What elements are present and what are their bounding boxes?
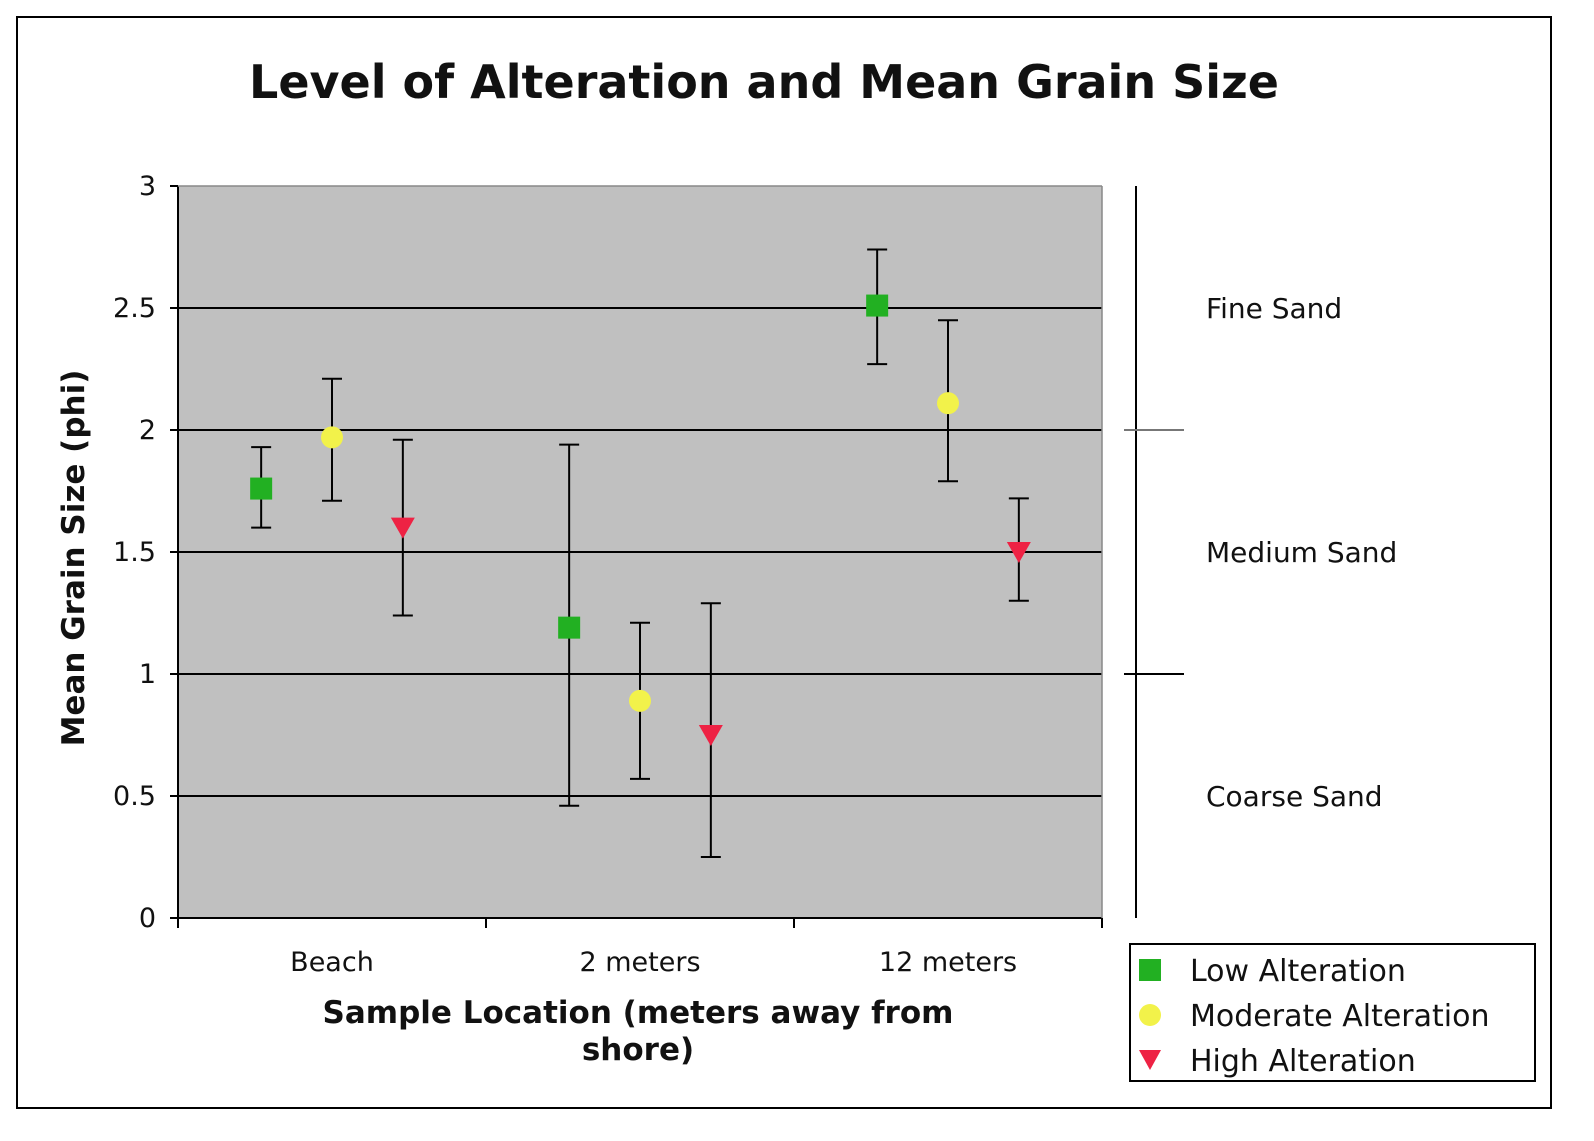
point-moderate-alteration	[937, 392, 959, 415]
x-tick-labels: Beach 2 meters 12 meters	[290, 947, 1017, 978]
x-tick-label: 12 meters	[879, 947, 1017, 978]
legend-box	[1129, 943, 1536, 1082]
chart-title: Level of Alteration and Mean Grain Size	[249, 55, 1279, 109]
y-tick-labels: 0 0.5 1 1.5 2 2.5 3	[113, 171, 156, 934]
y-tick-label: 1.5	[113, 537, 156, 568]
grain-class-label: Fine Sand	[1206, 292, 1342, 325]
x-tick-label: 2 meters	[579, 947, 700, 978]
point-low-alteration	[558, 616, 581, 639]
point-high-alteration	[698, 725, 723, 746]
y-tick-label: 2	[139, 415, 156, 446]
x-axis-title-line-1: Sample Location (meters away from	[323, 995, 954, 1031]
y-axis-title: Mean Grain Size (phi)	[56, 370, 92, 747]
grain-size-scale: Fine Sand Medium Sand Coarse Sand	[1124, 186, 1397, 918]
point-moderate-alteration	[629, 689, 651, 712]
point-low-alteration	[866, 294, 889, 317]
grain-class-label: Medium Sand	[1206, 536, 1397, 569]
x-tick-label: Beach	[290, 947, 374, 978]
legend-label: High Alteration	[1190, 1044, 1416, 1079]
point-low-alteration	[250, 477, 273, 500]
legend-label: Low Alteration	[1190, 954, 1406, 989]
point-high-alteration	[1006, 542, 1031, 563]
data-points	[250, 294, 1031, 746]
y-tick-label: 3	[139, 171, 156, 202]
grain-class-label: Coarse Sand	[1206, 780, 1383, 813]
y-tick-label: 0	[139, 903, 156, 934]
legend-marker-high	[1139, 1050, 1161, 1070]
y-tick-label: 0.5	[113, 781, 156, 812]
legend: Low Alteration Moderate Alteration High Al…	[1139, 954, 1489, 1079]
legend-label: Moderate Alteration	[1190, 999, 1489, 1034]
axes	[170, 185, 1103, 928]
legend-marker-moderate	[1139, 1004, 1161, 1026]
y-tick-label: 2.5	[113, 293, 156, 324]
point-high-alteration	[390, 517, 415, 539]
chart-frame	[16, 16, 1552, 1109]
legend-marker-low	[1139, 959, 1161, 981]
y-tick-label: 1	[139, 659, 156, 690]
point-moderate-alteration	[321, 426, 343, 449]
x-axis-title-line-2: shore)	[582, 1032, 694, 1068]
